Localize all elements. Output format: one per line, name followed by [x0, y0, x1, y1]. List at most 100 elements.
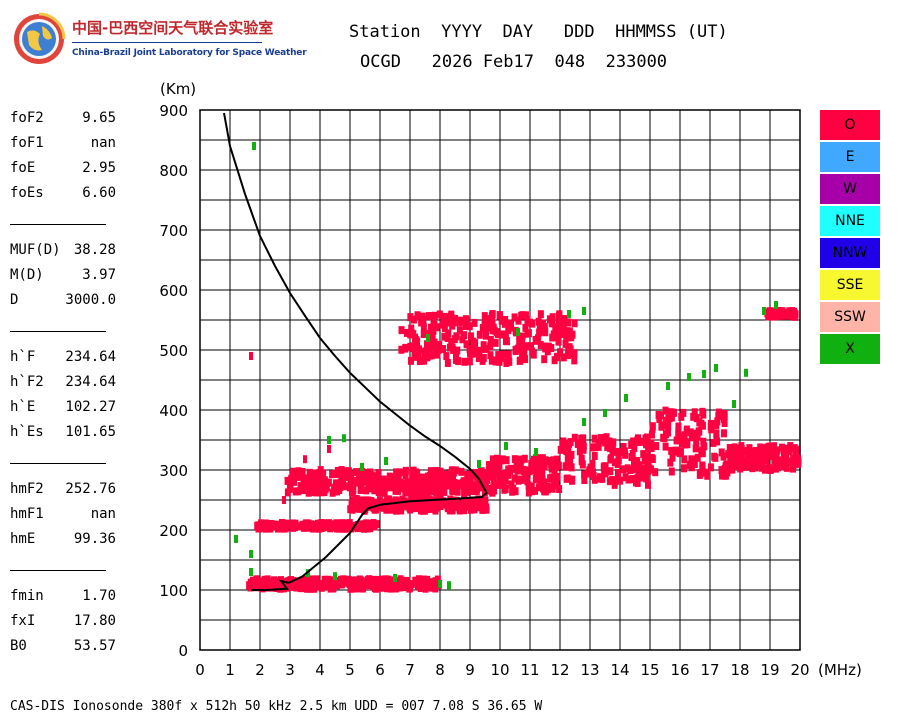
echo-mark-o — [673, 436, 680, 445]
echo-mark-o — [258, 583, 265, 592]
echo-mark-o — [629, 475, 636, 484]
echo-mark-o — [742, 447, 749, 456]
echo-mark-o — [511, 313, 518, 322]
param-label: h`E — [10, 399, 36, 415]
echo-mark-o — [459, 478, 466, 487]
y-tick-label: 900 — [159, 102, 188, 120]
echo-mark-o — [433, 474, 440, 483]
echo-mark-o — [507, 319, 514, 328]
echo-mark-o — [585, 468, 592, 477]
echo-mark-o — [481, 312, 488, 321]
echo-mark-o — [521, 454, 528, 463]
echo-mark-o — [529, 319, 536, 328]
echo-mark-x — [249, 550, 253, 558]
echo-mark-o — [459, 335, 466, 344]
param-value: 6.60 — [82, 185, 116, 201]
echo-mark-o — [641, 471, 648, 480]
echo-mark-o — [427, 481, 434, 490]
echo-mark-o — [613, 476, 620, 485]
echo-mark-o — [559, 442, 566, 451]
echo-mark-o — [726, 445, 733, 454]
echo-mark-o — [774, 446, 781, 455]
echo-mark-o — [419, 314, 426, 323]
echo-mark-o — [571, 349, 578, 358]
echo-mark-o — [544, 485, 551, 494]
echo-mark-o — [467, 349, 474, 358]
echo-mark-o — [541, 462, 548, 471]
echo-mark-o — [691, 408, 698, 417]
echo-mark-o — [346, 483, 353, 492]
echo-mark-o — [787, 442, 794, 451]
echo-mark-o — [445, 329, 452, 338]
echo-mark-o — [503, 456, 510, 465]
x-tick-label: 5 — [345, 661, 355, 679]
echo-mark-o — [620, 465, 627, 474]
echo-mark-o — [704, 471, 711, 480]
echo-mark-o — [616, 476, 623, 485]
echo-mark-o — [358, 481, 365, 490]
echo-mark-o — [408, 324, 415, 333]
echo-mark-o — [625, 475, 632, 484]
echo-mark-o — [395, 503, 402, 512]
echo-mark-o — [267, 524, 274, 533]
echo-mark-o — [454, 487, 461, 496]
echo-mark-o — [519, 349, 526, 358]
echo-mark-o — [763, 456, 770, 465]
echo-mark-o — [456, 506, 463, 515]
echo-mark-o — [291, 477, 298, 486]
echo-mark-o — [514, 466, 521, 475]
echo-mark-x — [249, 568, 253, 576]
echo-mark-o — [420, 323, 427, 332]
echo-mark-o — [325, 478, 332, 487]
echo-mark-o — [502, 336, 509, 345]
echo-mark-o — [329, 470, 336, 479]
echo-mark-o — [589, 459, 596, 468]
echo-mark-o — [644, 462, 651, 471]
echo-mark-o — [634, 474, 641, 483]
echo-mark-o — [723, 460, 730, 469]
echo-mark-o — [505, 465, 512, 474]
echo-mark-o — [413, 468, 420, 477]
echo-mark-x — [384, 457, 388, 465]
echo-mark-o — [414, 480, 421, 489]
echo-mark-o — [522, 355, 529, 364]
echo-mark-o — [532, 474, 539, 483]
echo-mark-o — [463, 340, 470, 349]
echo-mark-o — [473, 349, 480, 358]
echo-mark-o — [643, 455, 650, 464]
header-values: OCGD 2026 Feb17 048 233000 — [360, 52, 668, 72]
echo-mark-x — [666, 382, 670, 390]
echo-mark-o — [371, 505, 378, 514]
echo-mark-o — [363, 486, 370, 495]
echo-mark-o — [601, 465, 608, 474]
y-tick-label: 700 — [159, 222, 188, 240]
param-row: hmF1 nan — [10, 504, 116, 529]
echo-mark-o — [512, 328, 519, 337]
echo-mark-o — [712, 453, 719, 462]
echo-mark-o — [737, 464, 744, 473]
param-value: 3.97 — [82, 267, 116, 283]
echo-mark-o — [475, 353, 482, 362]
echo-mark-o — [563, 474, 570, 483]
echo-mark-x — [516, 328, 520, 336]
legend-item-w: W — [820, 174, 880, 204]
x-tick-label: 8 — [435, 661, 445, 679]
echo-mark-o — [416, 356, 423, 365]
echo-mark-o — [539, 323, 546, 332]
echo-mark-o — [602, 438, 609, 447]
param-value: 102.27 — [65, 399, 116, 415]
echo-mark-o — [333, 469, 340, 478]
echo-mark-o — [655, 410, 662, 419]
echo-mark-o — [631, 457, 638, 466]
x-tick-label: 3 — [285, 661, 295, 679]
param-row: fxI 17.80 — [10, 611, 116, 636]
echo-mark-o — [535, 317, 542, 326]
echo-mark-x — [360, 463, 364, 471]
echo-mark-o — [433, 467, 440, 476]
echo-mark-o — [371, 584, 378, 593]
param-separator — [10, 554, 116, 586]
y-axis-label: (Km) — [160, 80, 196, 98]
echo-mark-o — [557, 348, 564, 357]
echo-mark-o — [305, 477, 312, 486]
echo-mark-o — [449, 321, 456, 330]
